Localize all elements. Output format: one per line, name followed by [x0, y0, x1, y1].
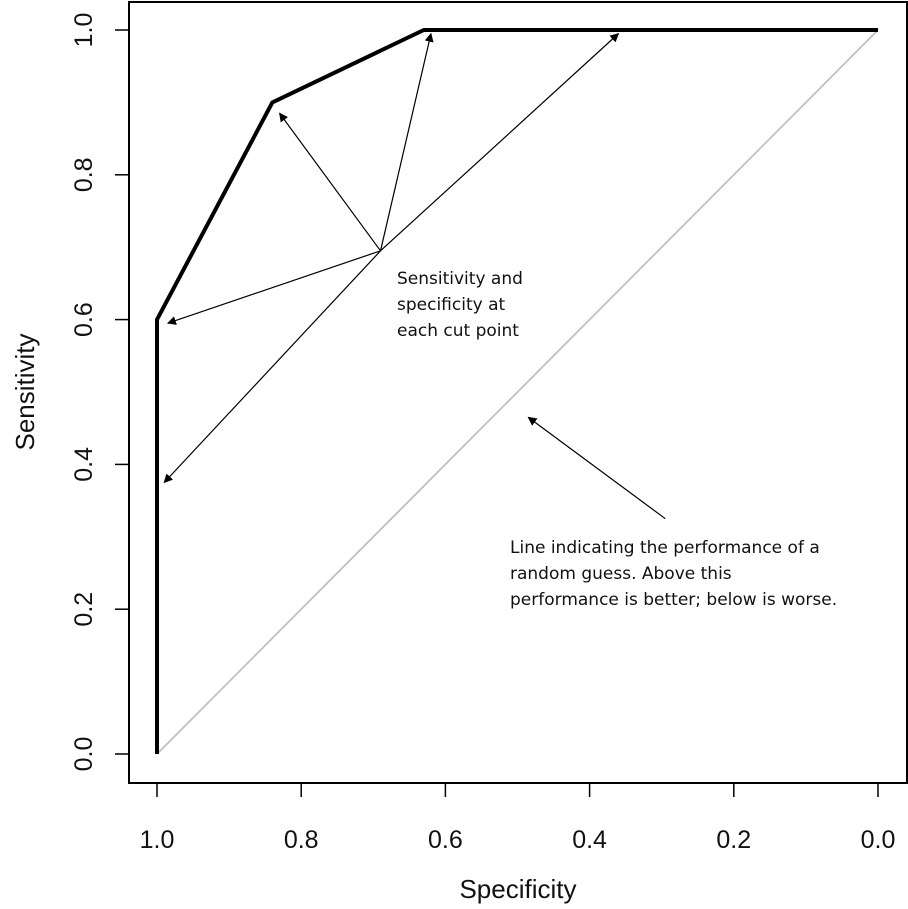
y-tick-label: 0.2 — [70, 592, 98, 627]
x-tick-label: 0.4 — [572, 826, 607, 854]
y-tick-label: 0.0 — [70, 737, 98, 772]
annotation-text: each cut point — [397, 321, 519, 341]
annotation-text: random guess. Above this — [510, 564, 732, 584]
annotation-arrow — [379, 32, 434, 251]
annotation-text: performance is better; below is worse. — [510, 590, 837, 610]
y-axis-title: Sensitivity — [10, 333, 40, 450]
annotation-arrow — [380, 33, 620, 252]
y-tick-label: 1.0 — [70, 13, 98, 48]
annotation-arrow — [279, 112, 381, 252]
annotation-arrow — [527, 416, 666, 520]
y-tick-label: 0.4 — [70, 447, 98, 482]
annotation-text: specificity at — [397, 295, 506, 315]
annotation-arrow — [163, 250, 381, 484]
x-tick-label: 0.8 — [284, 826, 319, 854]
x-tick-label: 0.2 — [716, 826, 751, 854]
annotation-text: Sensitivity and — [397, 269, 523, 289]
x-tick-label: 0.6 — [428, 826, 463, 854]
y-tick-label: 0.6 — [70, 302, 98, 337]
annotation-arrow — [166, 250, 381, 325]
random-guess-line — [156, 29, 879, 755]
x-axis-title: Specificity — [459, 874, 576, 904]
x-tick-label: 1.0 — [140, 826, 175, 854]
annotation-text: Line indicating the performance of a — [510, 538, 820, 558]
y-tick-label: 0.8 — [70, 157, 98, 192]
plot-frame — [128, 1, 908, 784]
x-tick-label: 0.0 — [861, 826, 896, 854]
roc-curve-line — [155, 28, 878, 754]
